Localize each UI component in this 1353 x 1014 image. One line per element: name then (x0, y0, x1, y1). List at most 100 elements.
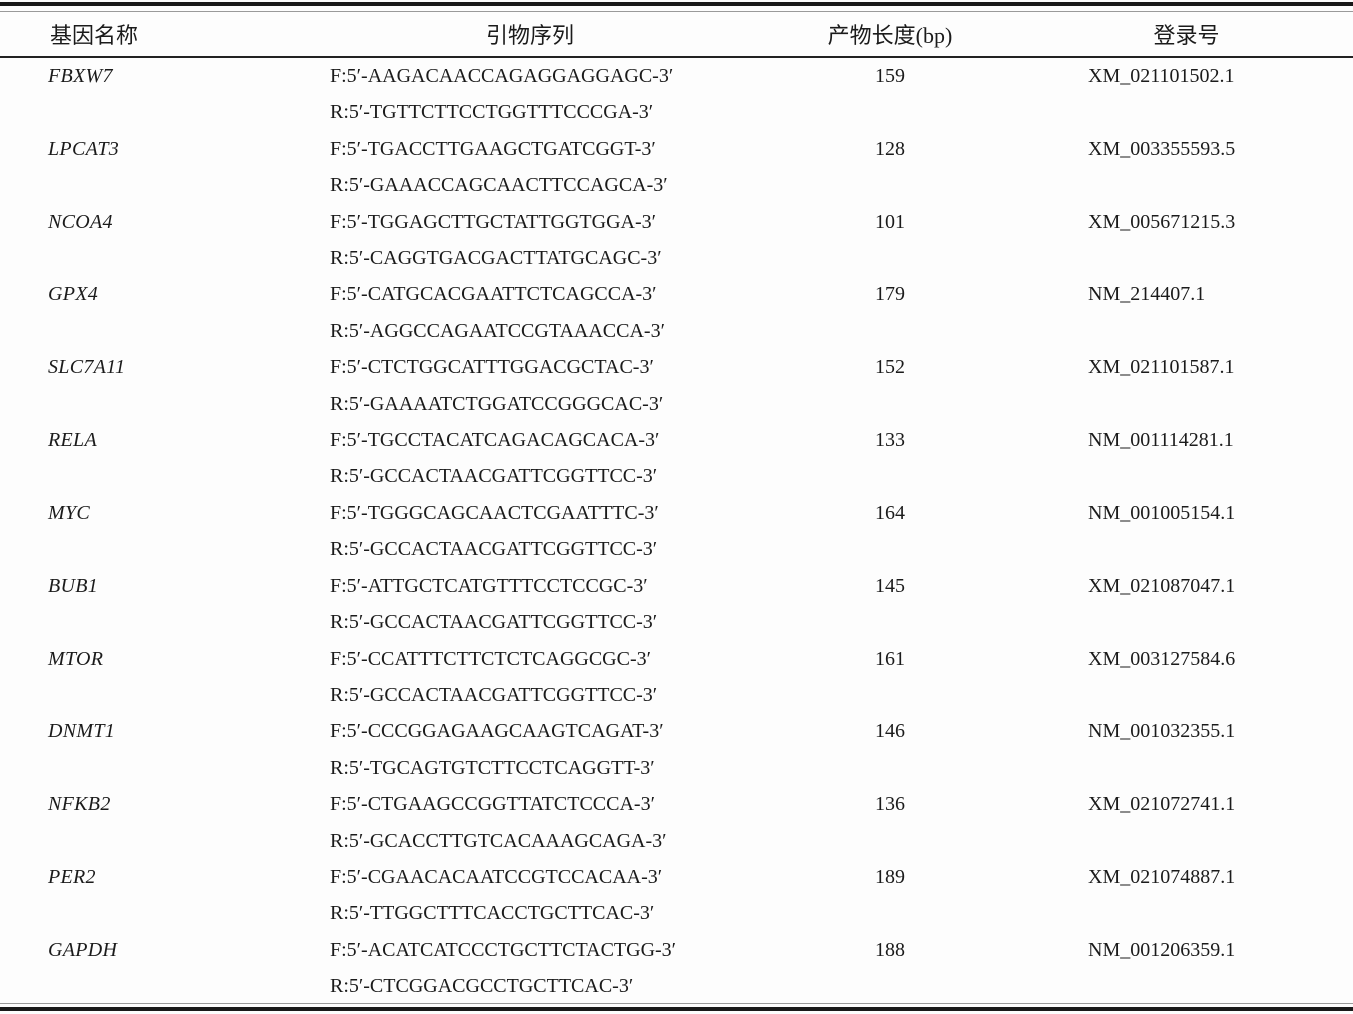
product-length-cell: 189 (875, 865, 905, 888)
bottom-rule-thin (0, 1003, 1353, 1004)
table-row: SLC7A11 F:5′-CTCTGGCATTTGGACGCTAC-3′ R:5′-… (0, 349, 1353, 422)
gene-name-cell: SLC7A11 (48, 356, 126, 379)
reverse-primer: R:5′-GAAACCAGCAACTTCCAGCA-3′ (330, 174, 668, 197)
product-length-cell: 146 (875, 720, 905, 743)
primer-sequence-cell: F:5′-CCCGGAGAAGCAAGTCAGAT-3′ R:5′-TGCAGTG… (300, 713, 760, 786)
gene-name-cell: NFKB2 (48, 793, 111, 816)
table-row: GAPDH F:5′-ACATCATCCCTGCTTCTACTGG-3′ R:5′-… (0, 932, 1353, 1005)
forward-primer: F:5′-CATGCACGAATTCTCAGCCA-3′ (330, 283, 657, 306)
table-row: NCOA4 F:5′-TGGAGCTTGCTATTGGTGGA-3′ R:5′-CA… (0, 204, 1353, 277)
forward-primer: F:5′-TGGGCAGCAACTCGAATTTC-3′ (330, 501, 659, 524)
table-row: BUB1 F:5′-ATTGCTCATGTTTCCTCCGC-3′ R:5′-GCC… (0, 568, 1353, 641)
product-length-cell: 152 (875, 356, 905, 379)
forward-primer: F:5′-AAGACAACCAGAGGAGGAGC-3′ (330, 65, 674, 87)
table-header: 基因名称 引物序列 产物长度(bp) 登录号 (0, 12, 1353, 58)
forward-primer: F:5′-ACATCATCCCTGCTTCTACTGG-3′ (330, 938, 677, 961)
forward-primer: F:5′-CGAACACAATCCGTCCACAA-3′ (330, 865, 663, 888)
header-row: 基因名称 引物序列 产物长度(bp) 登录号 (0, 12, 1353, 58)
gene-name-cell: DNMT1 (48, 720, 116, 743)
table-row: GPX4 F:5′-CATGCACGAATTCTCAGCCA-3′ R:5′-AGG… (0, 276, 1353, 349)
gene-name-cell: PER2 (48, 865, 96, 888)
product-length-cell: 164 (875, 501, 905, 524)
table-row: DNMT1 F:5′-CCCGGAGAAGCAAGTCAGAT-3′ R:5′-TG… (0, 713, 1353, 786)
header-gene-name: 基因名称 (0, 12, 300, 58)
gene-name-cell: RELA (48, 429, 97, 452)
primer-sequence-cell: F:5′-AAGACAACCAGAGGAGGAGC-3′ R:5′-TGTTCTT… (300, 57, 760, 131)
gene-name-cell: LPCAT3 (48, 137, 120, 160)
reverse-primer: R:5′-GCACCTTGTCACAAAGCAGA-3′ (330, 829, 667, 852)
bottom-rule-thick (0, 1007, 1353, 1011)
accession-cell: XM_021101502.1 (1088, 65, 1235, 87)
gene-name-cell: NCOA4 (48, 210, 113, 233)
product-length-cell: 145 (875, 574, 905, 597)
product-length-cell: 188 (875, 938, 905, 961)
header-accession: 登录号 (1020, 12, 1353, 58)
gene-name-cell: MTOR (48, 647, 104, 670)
header-product-length: 产物长度(bp) (760, 12, 1020, 58)
primer-sequence-cell: F:5′-ACATCATCCCTGCTTCTACTGG-3′ R:5′-CTCGG… (300, 932, 760, 1005)
primer-sequence-cell: F:5′-ATTGCTCATGTTTCCTCCGC-3′ R:5′-GCCACTA… (300, 568, 760, 641)
top-rule-thick (0, 2, 1353, 6)
accession-cell: XM_005671215.3 (1088, 210, 1236, 233)
table-row: MTOR F:5′-CCATTTCTTCTCTCAGGCGC-3′ R:5′-GCC… (0, 641, 1353, 714)
product-length-cell: 133 (875, 429, 905, 452)
reverse-primer: R:5′-TTGGCTTTCACCTGCTTCAC-3′ (330, 902, 655, 925)
reverse-primer: R:5′-GCCACTAACGATTCGGTTCC-3′ (330, 683, 658, 706)
reverse-primer: R:5′-GAAAATCTGGATCCGGGCAC-3′ (330, 392, 664, 415)
reverse-primer: R:5′-AGGCCAGAATCCGTAAACCA-3′ (330, 319, 665, 342)
forward-primer: F:5′-ATTGCTCATGTTTCCTCCGC-3′ (330, 574, 648, 597)
product-length-cell: 136 (875, 793, 905, 816)
reverse-primer: R:5′-GCCACTAACGATTCGGTTCC-3′ (330, 465, 658, 488)
forward-primer: F:5′-TGGAGCTTGCTATTGGTGGA-3′ (330, 210, 657, 233)
reverse-primer: R:5′-TGTTCTTCCTGGTTTCCCGA-3′ (330, 101, 654, 124)
forward-primer: F:5′-TGCCTACATCAGACAGCACA-3′ (330, 429, 660, 452)
reverse-primer: R:5′-GCCACTAACGATTCGGTTCC-3′ (330, 611, 658, 634)
table-row: LPCAT3 F:5′-TGACCTTGAAGCTGATCGGT-3′ R:5′-G… (0, 131, 1353, 204)
accession-cell: XM_003355593.5 (1088, 137, 1236, 160)
table-row: PER2 F:5′-CGAACACAATCCGTCCACAA-3′ R:5′-TTG… (0, 859, 1353, 932)
table-row: RELA F:5′-TGCCTACATCAGACAGCACA-3′ R:5′-GCC… (0, 422, 1353, 495)
primer-sequence-cell: F:5′-CTCTGGCATTTGGACGCTAC-3′ R:5′-GAAAATC… (300, 349, 760, 422)
accession-cell: XM_021072741.1 (1088, 793, 1236, 816)
primer-sequence-cell: F:5′-TGCCTACATCAGACAGCACA-3′ R:5′-GCCACTA… (300, 422, 760, 495)
accession-cell: XM_021101587.1 (1088, 356, 1235, 379)
top-rule-thin (0, 11, 1353, 12)
product-length-cell: 179 (875, 283, 905, 306)
accession-cell: NM_001206359.1 (1088, 938, 1236, 961)
accession-cell: NM_001005154.1 (1088, 501, 1236, 524)
table-row: NFKB2 F:5′-CTGAAGCCGGTTATCTCCCA-3′ R:5′-GC… (0, 786, 1353, 859)
accession-cell: NM_214407.1 (1088, 283, 1206, 306)
product-length-cell: 101 (875, 210, 905, 233)
table-row: MYC F:5′-TGGGCAGCAACTCGAATTTC-3′ R:5′-GCCA… (0, 495, 1353, 568)
primer-sequence-cell: F:5′-TGACCTTGAAGCTGATCGGT-3′ R:5′-GAAACCA… (300, 131, 760, 204)
accession-cell: XM_021087047.1 (1088, 574, 1236, 597)
header-primer-seq: 引物序列 (300, 12, 760, 58)
table-row: FBXW7 F:5′-AAGACAACCAGAGGAGGAGC-3′ R:5′-TG… (0, 57, 1353, 131)
accession-cell: NM_001032355.1 (1088, 720, 1236, 743)
forward-primer: F:5′-CCATTTCTTCTCTCAGGCGC-3′ (330, 647, 651, 670)
gene-name-cell: GAPDH (48, 938, 118, 961)
primer-sequence-cell: F:5′-TGGAGCTTGCTATTGGTGGA-3′ R:5′-CAGGTGA… (300, 204, 760, 277)
primer-sequence-cell: F:5′-CCATTTCTTCTCTCAGGCGC-3′ R:5′-GCCACTA… (300, 641, 760, 714)
forward-primer: F:5′-CTGAAGCCGGTTATCTCCCA-3′ (330, 793, 655, 816)
accession-cell: NM_001114281.1 (1088, 429, 1234, 452)
product-length-cell: 159 (875, 65, 905, 87)
gene-name-cell: BUB1 (48, 574, 99, 597)
primer-sequence-cell: F:5′-TGGGCAGCAACTCGAATTTC-3′ R:5′-GCCACTA… (300, 495, 760, 568)
product-length-cell: 128 (875, 137, 905, 160)
reverse-primer: R:5′-TGCAGTGTCTTCCTCAGGTT-3′ (330, 756, 655, 779)
primer-sequence-cell: F:5′-CGAACACAATCCGTCCACAA-3′ R:5′-TTGGCTT… (300, 859, 760, 932)
gene-name-cell: GPX4 (48, 283, 99, 306)
accession-cell: XM_021074887.1 (1088, 865, 1236, 888)
forward-primer: F:5′-CTCTGGCATTTGGACGCTAC-3′ (330, 356, 654, 379)
table-body: FBXW7 F:5′-AAGACAACCAGAGGAGGAGC-3′ R:5′-TG… (0, 57, 1353, 1005)
primer-sequence-cell: F:5′-CATGCACGAATTCTCAGCCA-3′ R:5′-AGGCCAG… (300, 276, 760, 349)
gene-name-cell: FBXW7 (48, 65, 113, 87)
forward-primer: F:5′-TGACCTTGAAGCTGATCGGT-3′ (330, 137, 656, 160)
forward-primer: F:5′-CCCGGAGAAGCAAGTCAGAT-3′ (330, 720, 664, 743)
reverse-primer: R:5′-CTCGGACGCCTGCTTCAC-3′ (330, 975, 634, 998)
reverse-primer: R:5′-GCCACTAACGATTCGGTTCC-3′ (330, 538, 658, 561)
primer-table: 基因名称 引物序列 产物长度(bp) 登录号 FBXW7 F:5′-AAGACAA… (0, 12, 1353, 1005)
product-length-cell: 161 (875, 647, 905, 670)
